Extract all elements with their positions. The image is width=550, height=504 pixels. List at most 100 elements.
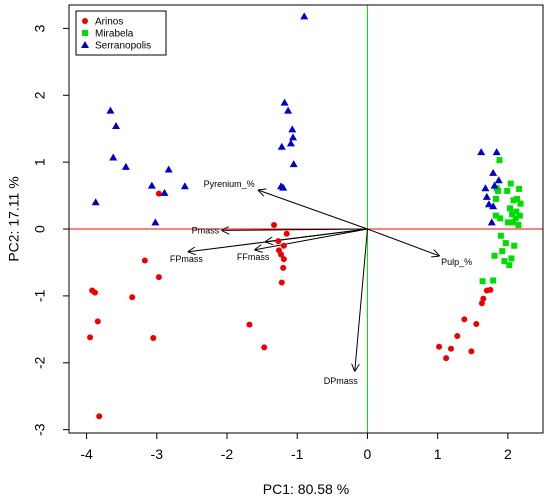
axes: -4 -3 -2 -1 0 1 2 -3 -2 -1 0 1 2 3	[32, 24, 512, 462]
loading-arrow	[355, 228, 368, 371]
serranopolis-point	[106, 106, 115, 114]
x-tick-label: -3	[151, 446, 164, 462]
serranopolis-point	[481, 184, 490, 192]
legend-label: Serranopolis	[95, 41, 151, 52]
serranopolis-point	[289, 160, 298, 168]
serranopolis-point	[279, 183, 288, 191]
arinos-point	[141, 257, 148, 264]
serranopolis-point	[482, 192, 491, 200]
serranopolis-point	[494, 176, 503, 184]
serranopolis-point	[151, 218, 160, 226]
x-axis-label: PC1: 80.58 %	[263, 481, 349, 497]
y-tick-label: -3	[32, 423, 48, 436]
data-points	[87, 12, 524, 420]
legend-box	[75, 10, 167, 56]
arinos-point	[246, 321, 253, 328]
mirabela-point	[499, 248, 506, 255]
mirabela-point	[510, 197, 517, 204]
serranopolis-point	[489, 168, 498, 176]
arinos-point	[96, 413, 103, 420]
x-tick-label: -1	[291, 446, 304, 462]
arinos-point	[150, 335, 157, 342]
y-axis-label: PC2: 17.11 %	[6, 176, 22, 261]
loading-arrows: Pyrenium_% Pmass FPmass FFmass Pulp_% DPmass	[170, 179, 472, 386]
mirabela-point	[508, 255, 515, 262]
y-tick-label: 1	[32, 158, 48, 166]
plot-frame	[68, 4, 544, 434]
arinos-point	[280, 264, 287, 271]
x-tick-label: -4	[80, 446, 93, 462]
y-tick-label: -2	[32, 356, 48, 369]
arinos-point	[436, 343, 443, 350]
legend-label: Mirabela	[95, 29, 134, 40]
mirabela-point	[509, 219, 516, 226]
reference-lines	[69, 5, 543, 433]
legend-label: Arinos	[95, 17, 123, 28]
arinos-point	[91, 289, 98, 296]
loading-arrow-label: Pulp_%	[441, 257, 472, 267]
arinos-point	[487, 286, 494, 293]
loading-arrow	[222, 229, 368, 230]
mirabela-point	[511, 242, 518, 249]
mirabela-point	[512, 215, 519, 222]
loading-arrow	[367, 228, 439, 256]
loading-arrow	[255, 228, 368, 250]
x-tick-label: 0	[364, 446, 372, 462]
loading-arrow-label: FFmass	[237, 252, 270, 262]
mirabela-point	[506, 205, 513, 212]
serranopolis-point	[164, 165, 173, 173]
mirabela-point	[507, 180, 514, 187]
serranopolis-point	[487, 218, 496, 226]
serranopolis-point	[288, 125, 297, 133]
serranopolis-point	[489, 202, 498, 210]
loading-arrow-label: FPmass	[170, 254, 204, 264]
serranopolis-point	[112, 122, 121, 130]
arinos-point	[473, 320, 480, 327]
mirabela-point	[509, 211, 516, 218]
mirabela-point	[515, 222, 522, 229]
arinos-legend-marker	[82, 18, 88, 24]
arinos-point	[283, 230, 290, 237]
arinos-point	[271, 222, 278, 229]
mirabela-point	[504, 219, 511, 226]
x-tick-label: -2	[221, 446, 234, 462]
arinos-point	[448, 345, 455, 352]
serranopolis-point	[147, 181, 156, 189]
arinos-point	[280, 256, 287, 263]
mirabela-point	[504, 187, 511, 194]
arinos-point	[261, 344, 268, 351]
arinos-point	[155, 274, 162, 281]
mirabela-point	[479, 278, 486, 285]
arinos-point	[468, 348, 475, 355]
mirabela-point	[495, 187, 502, 194]
mirabela-point	[490, 277, 497, 284]
serranopolis-point	[109, 153, 118, 161]
arinos-point	[478, 300, 485, 307]
mirabela-point	[516, 212, 523, 219]
serranopolis-point	[91, 198, 100, 206]
serranopolis-point	[490, 181, 499, 189]
arinos-point	[94, 318, 101, 325]
arinos-point	[129, 294, 136, 301]
loading-arrow-label: Pyrenium_%	[204, 179, 255, 189]
serranopolis-point	[180, 182, 189, 190]
mirabela-point	[514, 195, 521, 202]
mirabela-point	[513, 208, 520, 215]
mirabela-point	[492, 212, 499, 219]
loading-arrow-label: DPmass	[324, 376, 359, 386]
mirabela-legend-marker	[82, 30, 88, 36]
arinos-point	[278, 251, 285, 258]
serranopolis-point	[284, 106, 293, 114]
serranopolis-point	[121, 162, 130, 170]
mirabela-point	[491, 252, 498, 259]
x-tick-label: 2	[504, 446, 512, 462]
mirabela-point	[497, 232, 504, 239]
mirabela-point	[506, 262, 513, 269]
y-tick-label: -1	[32, 289, 48, 302]
mirabela-point	[516, 185, 523, 192]
y-tick-label: 2	[32, 91, 48, 99]
mirabela-point	[492, 195, 499, 202]
